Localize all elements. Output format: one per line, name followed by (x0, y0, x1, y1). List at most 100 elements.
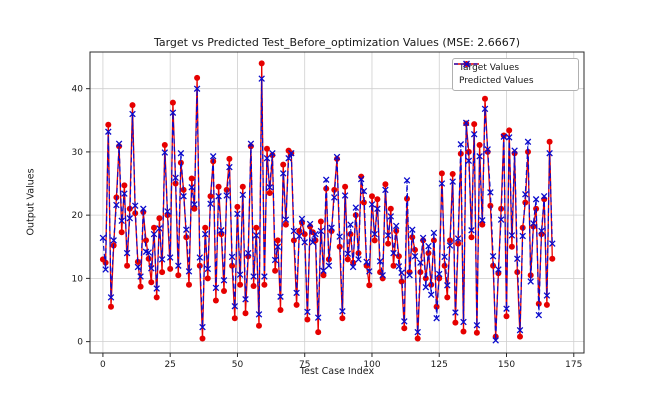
predicted-point (212, 284, 220, 292)
predicted-point (172, 174, 179, 182)
predicted-point (123, 249, 131, 257)
y-tick-label: 0 (77, 338, 83, 348)
predicted-point (121, 190, 128, 197)
predicted-point (339, 308, 346, 315)
predicted-point (411, 252, 419, 260)
target-point (508, 243, 515, 250)
x-tick-label: 25 (164, 360, 175, 370)
x-tick-label: 75 (299, 360, 310, 370)
target-point (379, 275, 386, 282)
predicted-point (352, 204, 360, 211)
target-point (264, 145, 270, 152)
predicted-point (422, 283, 430, 291)
target-point (239, 183, 246, 190)
target-point (237, 281, 244, 288)
target-point (204, 275, 211, 282)
x-tick-label: 175 (565, 360, 582, 370)
predicted-point (344, 250, 352, 257)
predicted-point (425, 242, 432, 250)
predicted-point (419, 234, 427, 242)
target-point (500, 132, 507, 139)
predicted-point (314, 314, 322, 321)
predicted-point (371, 230, 378, 238)
target-point (342, 183, 349, 190)
target-point (476, 142, 483, 148)
target-point (369, 193, 375, 200)
predicted-point (193, 85, 201, 92)
target-point (151, 224, 157, 231)
predicted-point (102, 266, 109, 273)
predicted-point (441, 253, 448, 261)
predicted-point (462, 119, 470, 127)
target-point (336, 243, 343, 250)
predicted-point (166, 254, 174, 261)
y-tick-label: 20 (72, 211, 84, 221)
predicted-point (204, 265, 212, 273)
predicted-point (527, 278, 534, 285)
predicted-point (546, 149, 553, 157)
target-point (148, 279, 155, 286)
predicted-point (277, 293, 284, 300)
predicted-point (201, 230, 209, 238)
predicted-point (110, 237, 117, 244)
x-axis-label: Test Case Index (299, 366, 375, 377)
predicted-point (449, 178, 456, 185)
predicted-point (395, 263, 403, 270)
target-point (387, 205, 394, 212)
target-point (161, 142, 168, 148)
predicted-point (129, 110, 136, 118)
predicted-point (433, 314, 440, 322)
target-point (280, 161, 287, 168)
target-point (543, 301, 550, 308)
predicted-point (406, 271, 413, 279)
predicted-point (298, 215, 306, 223)
target-point (212, 297, 219, 304)
predicted-point (322, 176, 330, 183)
y-axis-label: Output Values (25, 168, 37, 236)
predicted-point (118, 217, 125, 225)
target-point (385, 240, 392, 247)
legend-label-target: Target Values (459, 63, 520, 73)
predicted-point (540, 192, 548, 200)
x-tick-label: 125 (431, 360, 448, 370)
target-point (535, 300, 542, 307)
predicted-point (532, 196, 540, 203)
predicted-point (489, 252, 497, 260)
target-point (549, 255, 556, 262)
predicted-series-line (102, 78, 553, 341)
predicted-point (497, 216, 505, 223)
target-point (153, 294, 160, 301)
target-point (320, 272, 327, 279)
target-point (503, 313, 510, 320)
predicted-point (398, 269, 405, 276)
predicted-point (296, 232, 303, 240)
target-point (444, 294, 451, 301)
predicted-point (384, 232, 392, 239)
target-point (465, 148, 472, 155)
target-point (422, 275, 429, 282)
target-point (207, 193, 214, 200)
predicted-point (279, 170, 287, 177)
target-point (175, 272, 182, 279)
target-point (145, 255, 152, 262)
predicted-point (444, 282, 451, 289)
target-point (374, 196, 381, 203)
predicted-point (113, 201, 120, 209)
predicted-point (288, 149, 295, 157)
predicted-point (530, 220, 537, 227)
predicted-point (156, 225, 163, 232)
predicted-point (169, 109, 177, 116)
predicted-point (150, 230, 158, 238)
target-point (159, 269, 166, 276)
predicted-point (239, 191, 247, 199)
predicted-point (347, 221, 354, 228)
predicted-point (392, 222, 400, 230)
target-point (398, 278, 405, 285)
target-point (546, 138, 553, 145)
predicted-point (331, 194, 338, 201)
target-point (401, 325, 408, 332)
predicted-point (430, 229, 438, 237)
x-tick-label: 150 (498, 360, 515, 370)
predicted-point (524, 138, 532, 146)
